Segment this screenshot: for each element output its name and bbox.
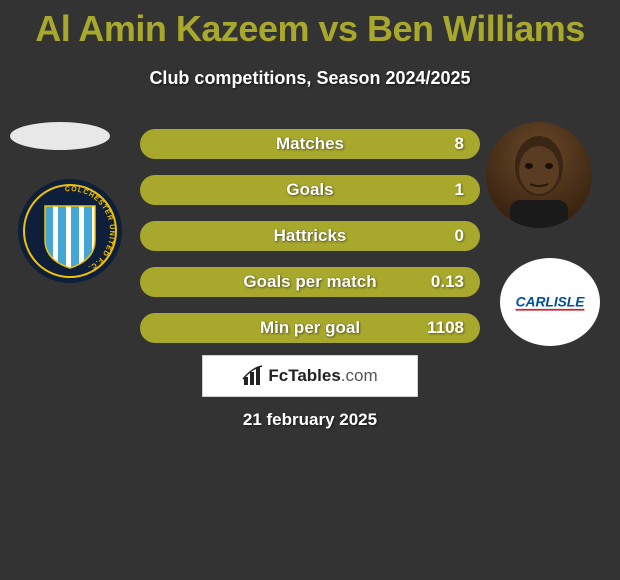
stat-label: Matches — [276, 134, 344, 154]
date-label: 21 february 2025 — [0, 410, 620, 430]
bar-chart-icon — [242, 365, 264, 387]
stat-value-right: 8 — [455, 134, 464, 154]
comparison-card: Al Amin Kazeem vs Ben Williams Club comp… — [0, 0, 620, 580]
stat-label: Goals per match — [243, 272, 376, 292]
stat-pills: Matches 8 Goals 1 Hattricks 0 Goals per match 0… — [140, 129, 480, 359]
stats-area: Matches 8 Goals 1 Hattricks 0 Goals per match 0… — [0, 129, 620, 359]
stat-row: Goals 1 — [140, 175, 480, 205]
stat-row: Hattricks 0 — [140, 221, 480, 251]
stat-value-right: 1108 — [427, 318, 464, 338]
title-player2: Ben Williams — [367, 8, 585, 49]
brand-name: FcTables — [268, 366, 340, 385]
brand-box[interactable]: FcTables.com — [202, 355, 418, 397]
stat-label: Min per goal — [260, 318, 360, 338]
title-separator: vs — [309, 8, 367, 49]
stat-label: Hattricks — [274, 226, 347, 246]
stat-value-right: 0.13 — [431, 272, 464, 292]
title-player1: Al Amin Kazeem — [35, 8, 309, 49]
stat-label: Goals — [286, 180, 333, 200]
stat-value-right: 0 — [455, 226, 464, 246]
brand-text: FcTables.com — [268, 366, 377, 386]
subtitle: Club competitions, Season 2024/2025 — [0, 68, 620, 89]
brand-domain: .com — [341, 366, 378, 385]
stat-row: Matches 8 — [140, 129, 480, 159]
stat-value-right: 1 — [455, 180, 464, 200]
page-title: Al Amin Kazeem vs Ben Williams — [0, 0, 620, 50]
stat-row: Goals per match 0.13 — [140, 267, 480, 297]
stat-row: Min per goal 1108 — [140, 313, 480, 343]
